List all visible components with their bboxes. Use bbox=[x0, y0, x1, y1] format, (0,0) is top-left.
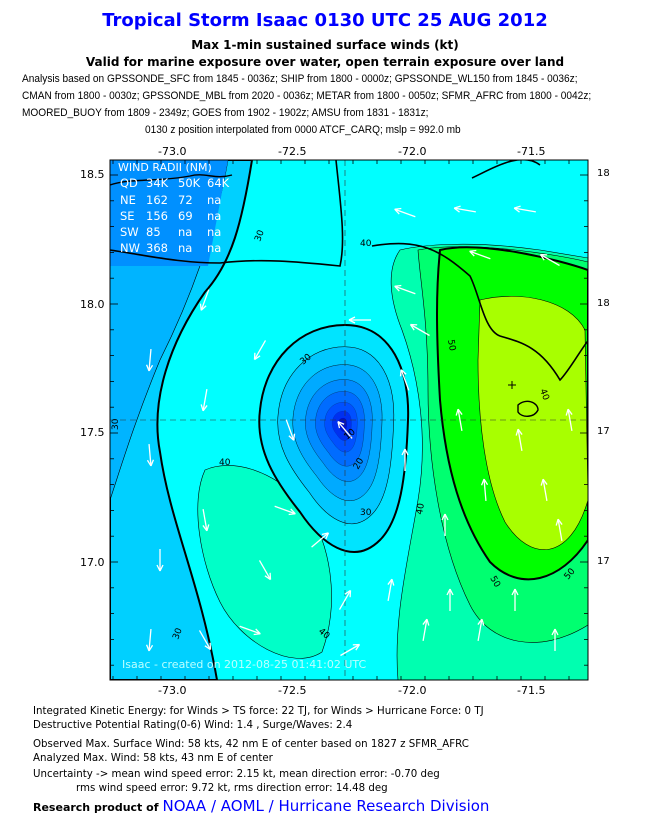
wind-arrow-icon bbox=[446, 588, 454, 611]
lat-label-left: 18.0 bbox=[80, 298, 105, 311]
dpr-text: Destructive Potential Rating(0-6) Wind: … bbox=[33, 718, 353, 731]
wind-arrow-icon bbox=[455, 408, 463, 431]
lat-label-left: 18.5 bbox=[80, 168, 105, 181]
wind-arrow-icon bbox=[274, 505, 296, 516]
wind-radii-title: WIND RADII (NM) bbox=[118, 161, 212, 174]
wind-arrow-icon bbox=[146, 443, 155, 467]
wind-arrow-icon bbox=[401, 448, 409, 471]
sources-line-1: Analysis based on GPSSONDE_SFC from 1845… bbox=[22, 73, 578, 85]
haiti-coastline bbox=[110, 160, 344, 267]
lat-label-left: 17.5 bbox=[80, 426, 105, 439]
lon-label-top: -72.5 bbox=[278, 145, 307, 158]
lon-label-bottom: -72.5 bbox=[278, 684, 307, 697]
wind-arrow-icon bbox=[477, 618, 485, 641]
wind-arrow-icon bbox=[258, 560, 272, 581]
map-subtitle-2: Valid for marine exposure over water, op… bbox=[85, 55, 565, 69]
credit-prefix: Research product of bbox=[33, 801, 159, 814]
wind-arrow-icon bbox=[453, 205, 476, 213]
wind-arrow-icon bbox=[239, 625, 261, 636]
wind-arrow-icon bbox=[539, 253, 560, 267]
lon-label-bottom: -72.0 bbox=[398, 684, 427, 697]
rms-error-text: rms wind speed error: 9.72 kt, rms direc… bbox=[76, 781, 388, 794]
wind-arrow-icon bbox=[145, 348, 154, 372]
contour-label: 30 bbox=[111, 418, 121, 430]
lon-label-bottom: -71.5 bbox=[517, 684, 546, 697]
wind-arrow-icon bbox=[198, 630, 212, 651]
wind-radii-row: NW 368 na na bbox=[120, 241, 221, 255]
contour-label: 40 bbox=[415, 502, 427, 515]
plot-frame bbox=[109, 159, 589, 681]
wind-radii-header: QD 34K 50K 64K bbox=[120, 176, 230, 190]
wind-arrow-icon bbox=[145, 628, 154, 652]
wind-arrow-icon bbox=[394, 207, 416, 218]
analyzed-max-text: Analyzed Max. Wind: 58 kts, 43 nm E of c… bbox=[33, 751, 273, 764]
wind-arrow-icon bbox=[338, 589, 352, 610]
island-coastline bbox=[517, 400, 539, 417]
contour-label: 40 bbox=[537, 388, 550, 402]
wind-arrow-icon bbox=[337, 420, 353, 439]
observed-max-text: Observed Max. Surface Wind: 58 kts, 42 n… bbox=[33, 737, 469, 750]
lat-label-right: 18 bbox=[597, 298, 610, 309]
wind-arrow-icon bbox=[199, 289, 210, 311]
wind-arrow-icon bbox=[515, 428, 523, 451]
ike-text: Integrated Kinetic Energy: for Winds > T… bbox=[33, 704, 484, 717]
dominican-coastline bbox=[371, 242, 588, 382]
lat-label-right: 18 bbox=[597, 168, 610, 179]
position-line: 0130 z position interpolated from 0000 A… bbox=[145, 124, 461, 136]
wind-arrow-icon bbox=[513, 205, 536, 213]
wind-radii-row: NE 162 72 na bbox=[120, 193, 221, 207]
contour-label: 40 bbox=[219, 458, 231, 468]
wind-arrow-icon bbox=[441, 513, 449, 536]
lat-label-right: 17 bbox=[597, 556, 610, 567]
wind-arrow-icon bbox=[156, 549, 164, 572]
wind-arrow-icon bbox=[253, 340, 267, 361]
lat-label-left: 17.0 bbox=[80, 556, 105, 569]
wind-arrow-icon bbox=[551, 628, 559, 651]
plus-marker bbox=[508, 381, 516, 389]
wind-arrow-icon bbox=[565, 408, 573, 431]
wind-arrow-icon bbox=[202, 509, 210, 532]
map-subtitle: Max 1-min sustained surface winds (kt) bbox=[191, 38, 459, 52]
wind-arrow-icon bbox=[511, 588, 519, 611]
wind-arrow-icon bbox=[480, 478, 489, 502]
wind-arrow-icon bbox=[387, 578, 395, 601]
wind-arrow-icon bbox=[348, 316, 371, 324]
credit-org-link[interactable]: NOAA / AOML / Hurricane Research Divisio… bbox=[162, 797, 490, 815]
wind-arrow-icon bbox=[409, 323, 430, 337]
contour-label: 50 bbox=[445, 339, 457, 352]
lon-label-top: -73.0 bbox=[158, 145, 187, 158]
wind-arrow-icon bbox=[422, 618, 430, 641]
uncertainty-text: Uncertainty -> mean wind speed error: 2.… bbox=[33, 767, 440, 780]
sources-line-3: MOORED_BUOY from 1809 - 2349z; GOES from… bbox=[22, 107, 429, 119]
wind-arrow-icon bbox=[394, 284, 416, 295]
wind-arrow-icon bbox=[469, 249, 491, 260]
contour-label: 30 bbox=[253, 229, 266, 243]
contour-label: 40 bbox=[360, 239, 372, 249]
wind-radii-row: SE 156 69 na bbox=[120, 209, 221, 223]
wind-arrow-icon bbox=[200, 389, 208, 412]
wind-band-55-plus bbox=[477, 295, 588, 550]
sources-line-2: CMAN from 1800 - 0030z; GPSSONDE_MBL fro… bbox=[22, 90, 592, 102]
wind-arrow-icon bbox=[540, 478, 548, 501]
wind-arrow-icon bbox=[285, 419, 296, 441]
lon-label-top: -71.5 bbox=[517, 145, 546, 158]
contour-label: 30 bbox=[171, 627, 184, 641]
lon-label-bottom: -73.0 bbox=[158, 684, 187, 697]
map-title: Tropical Storm Isaac 0130 UTC 25 AUG 201… bbox=[102, 10, 548, 31]
wind-band-20-25 bbox=[110, 160, 228, 266]
lon-label-top: -72.0 bbox=[398, 145, 427, 158]
lat-label-right: 17 bbox=[597, 426, 610, 437]
wind-map: 10 20 30 30 30 40 40 40 40 50 50 50 30 4… bbox=[109, 159, 589, 681]
wind-arrow-icon bbox=[311, 532, 330, 548]
wind-radii-row: SW 85 na na bbox=[120, 225, 221, 239]
wind-arrow-icon bbox=[555, 518, 563, 541]
coastline bbox=[110, 174, 233, 186]
coastline bbox=[471, 160, 541, 179]
wind-arrow-icon bbox=[399, 369, 410, 391]
wind-radii-table: WIND RADII (NM) QD 34K 50K 64K NE 162 72 na SE 15… bbox=[118, 161, 230, 255]
contour-label: 30 bbox=[360, 508, 372, 518]
wind-arrow-icon bbox=[340, 643, 361, 657]
credit-line: Research product of NOAA / AOML / Hurrica… bbox=[33, 797, 489, 815]
watermark: Isaac - created on 2012-08-25 01:41:02 U… bbox=[122, 658, 367, 671]
